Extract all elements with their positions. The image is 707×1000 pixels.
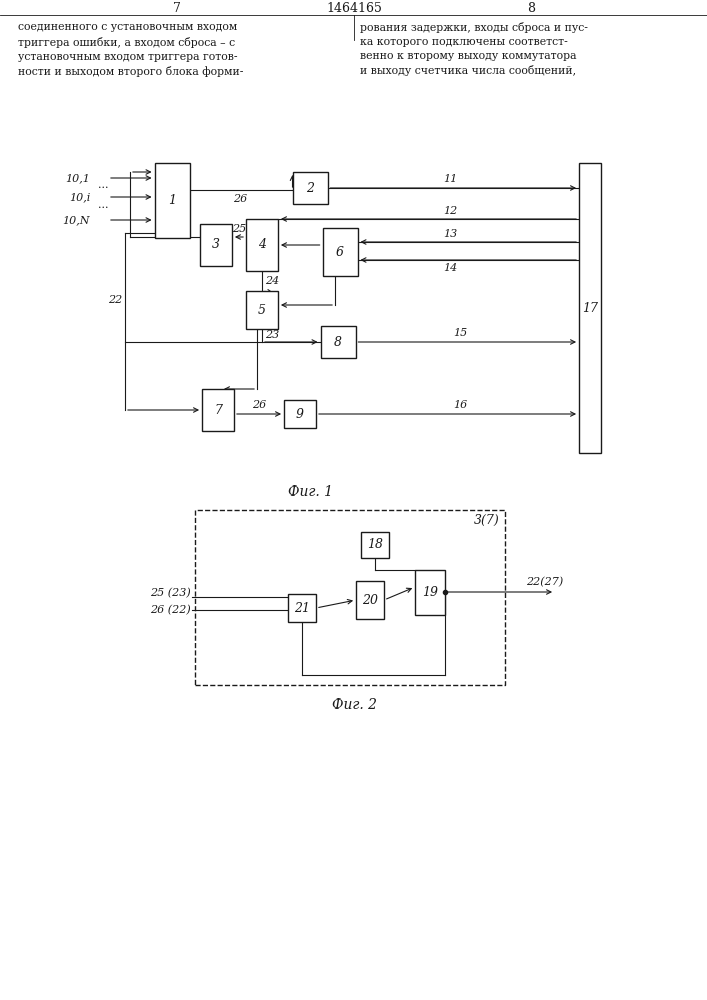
Text: ...: ... bbox=[98, 180, 108, 190]
Text: 1464165: 1464165 bbox=[326, 1, 382, 14]
Text: 21: 21 bbox=[294, 601, 310, 614]
Text: 14: 14 bbox=[443, 263, 457, 273]
Text: 11: 11 bbox=[443, 174, 457, 184]
Text: 22: 22 bbox=[108, 295, 122, 305]
Text: 10,1: 10,1 bbox=[65, 173, 90, 183]
Text: 16: 16 bbox=[453, 400, 467, 410]
Bar bbox=[579, 163, 601, 453]
Text: ...: ... bbox=[98, 200, 108, 210]
Text: 15: 15 bbox=[453, 328, 467, 338]
Text: 13: 13 bbox=[443, 229, 457, 239]
Text: Фиг. 2: Фиг. 2 bbox=[332, 698, 377, 712]
Text: 19: 19 bbox=[422, 585, 438, 598]
Text: 1: 1 bbox=[168, 194, 176, 207]
Bar bbox=[202, 389, 234, 431]
Text: Фиг. 1: Фиг. 1 bbox=[288, 485, 332, 499]
Text: 25 (23): 25 (23) bbox=[150, 588, 190, 598]
Text: 10,N: 10,N bbox=[62, 215, 90, 225]
Text: 5: 5 bbox=[258, 304, 266, 316]
Text: 8: 8 bbox=[334, 336, 342, 349]
Text: 17: 17 bbox=[582, 302, 598, 314]
Text: 9: 9 bbox=[296, 408, 304, 420]
Bar bbox=[356, 581, 384, 619]
Text: 7: 7 bbox=[214, 403, 222, 416]
Text: 3(7): 3(7) bbox=[474, 514, 500, 526]
Text: 26: 26 bbox=[252, 400, 266, 410]
Bar bbox=[322, 228, 358, 276]
Text: 4: 4 bbox=[258, 238, 266, 251]
Text: соединенного с установочным входом
триггера ошибки, а входом сброса – с
установо: соединенного с установочным входом тригг… bbox=[18, 22, 243, 77]
Bar bbox=[200, 224, 232, 266]
Bar bbox=[246, 219, 278, 271]
Text: 22(27): 22(27) bbox=[527, 577, 563, 587]
Text: 3: 3 bbox=[212, 238, 220, 251]
Bar bbox=[415, 570, 445, 614]
Bar bbox=[195, 510, 505, 685]
Text: 25: 25 bbox=[232, 224, 246, 234]
Text: рования задержки, входы сброса и пус-
ка которого подключены соответст-
венно к : рования задержки, входы сброса и пус- ка… bbox=[360, 22, 588, 77]
Bar bbox=[320, 326, 356, 358]
Bar bbox=[361, 532, 389, 558]
Bar bbox=[155, 162, 189, 237]
Text: 6: 6 bbox=[336, 245, 344, 258]
Text: 26 (22): 26 (22) bbox=[150, 605, 190, 615]
Text: 7: 7 bbox=[173, 1, 181, 14]
Text: 10,i: 10,i bbox=[69, 192, 90, 202]
Bar bbox=[246, 291, 278, 329]
Text: 2: 2 bbox=[306, 182, 314, 194]
Text: 23: 23 bbox=[265, 330, 279, 340]
Text: 18: 18 bbox=[367, 538, 383, 552]
Text: 8: 8 bbox=[527, 1, 535, 14]
Text: 24: 24 bbox=[265, 276, 279, 286]
Bar bbox=[284, 400, 316, 428]
Text: 12: 12 bbox=[443, 206, 457, 216]
Text: 20: 20 bbox=[362, 593, 378, 606]
Bar bbox=[293, 172, 327, 204]
Text: 26: 26 bbox=[233, 194, 247, 204]
Bar bbox=[288, 594, 316, 622]
